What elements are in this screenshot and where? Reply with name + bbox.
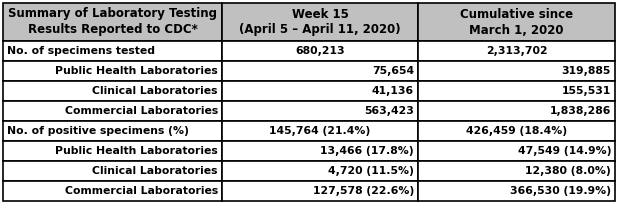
Bar bbox=[418, 161, 615, 181]
Bar bbox=[222, 141, 418, 161]
Text: Clinical Laboratories: Clinical Laboratories bbox=[92, 86, 218, 96]
Text: 145,764 (21.4%): 145,764 (21.4%) bbox=[269, 126, 371, 136]
Text: 13,466 (17.8%): 13,466 (17.8%) bbox=[321, 146, 414, 156]
Bar bbox=[3, 81, 222, 101]
Text: Commercial Laboratories: Commercial Laboratories bbox=[65, 106, 218, 116]
Bar bbox=[3, 101, 222, 121]
Bar bbox=[222, 121, 418, 141]
Bar bbox=[3, 141, 222, 161]
Bar bbox=[418, 181, 615, 201]
Text: No. of positive specimens (%): No. of positive specimens (%) bbox=[7, 126, 189, 136]
Bar bbox=[3, 3, 222, 41]
Text: 12,380 (8.0%): 12,380 (8.0%) bbox=[526, 166, 611, 176]
Text: No. of specimens tested: No. of specimens tested bbox=[7, 46, 155, 56]
Text: 2,313,702: 2,313,702 bbox=[486, 46, 547, 56]
Text: 1,838,286: 1,838,286 bbox=[550, 106, 611, 116]
Bar bbox=[418, 101, 615, 121]
Bar bbox=[222, 41, 418, 61]
Bar bbox=[418, 41, 615, 61]
Bar bbox=[3, 61, 222, 81]
Bar bbox=[222, 181, 418, 201]
Text: Cumulative since
March 1, 2020: Cumulative since March 1, 2020 bbox=[460, 8, 573, 37]
Text: Clinical Laboratories: Clinical Laboratories bbox=[92, 166, 218, 176]
Text: 319,885: 319,885 bbox=[561, 66, 611, 76]
Bar bbox=[418, 61, 615, 81]
Bar bbox=[3, 181, 222, 201]
Text: 41,136: 41,136 bbox=[372, 86, 414, 96]
Bar bbox=[3, 121, 222, 141]
Text: 563,423: 563,423 bbox=[364, 106, 414, 116]
Text: Public Health Laboratories: Public Health Laboratories bbox=[55, 66, 218, 76]
Text: 680,213: 680,213 bbox=[295, 46, 345, 56]
Bar bbox=[418, 3, 615, 41]
Bar bbox=[3, 161, 222, 181]
Bar bbox=[3, 41, 222, 61]
Text: 155,531: 155,531 bbox=[561, 86, 611, 96]
Bar bbox=[418, 81, 615, 101]
Bar bbox=[222, 161, 418, 181]
Text: 366,530 (19.9%): 366,530 (19.9%) bbox=[510, 186, 611, 196]
Text: Commercial Laboratories: Commercial Laboratories bbox=[65, 186, 218, 196]
Bar bbox=[418, 141, 615, 161]
Text: 47,549 (14.9%): 47,549 (14.9%) bbox=[517, 146, 611, 156]
Text: 4,720 (11.5%): 4,720 (11.5%) bbox=[328, 166, 414, 176]
Text: Public Health Laboratories: Public Health Laboratories bbox=[55, 146, 218, 156]
Bar bbox=[222, 61, 418, 81]
Bar bbox=[222, 101, 418, 121]
Bar bbox=[418, 121, 615, 141]
Text: Week 15
(April 5 – April 11, 2020): Week 15 (April 5 – April 11, 2020) bbox=[239, 8, 401, 37]
Text: 75,654: 75,654 bbox=[372, 66, 414, 76]
Text: 426,459 (18.4%): 426,459 (18.4%) bbox=[466, 126, 567, 136]
Bar bbox=[222, 3, 418, 41]
Bar bbox=[222, 81, 418, 101]
Text: 127,578 (22.6%): 127,578 (22.6%) bbox=[313, 186, 414, 196]
Text: Summary of Laboratory Testing
Results Reported to CDC*: Summary of Laboratory Testing Results Re… bbox=[8, 8, 217, 37]
